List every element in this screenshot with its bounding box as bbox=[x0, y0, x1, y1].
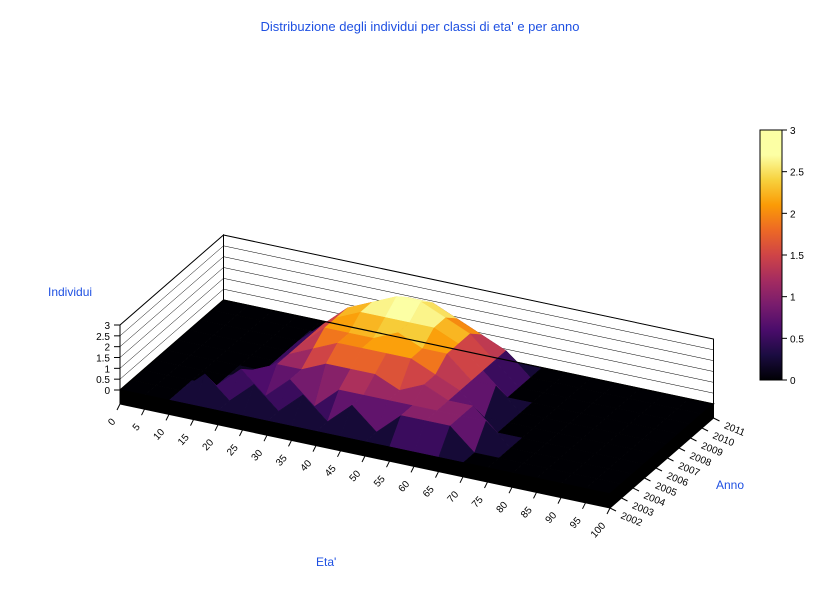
svg-text:2.5: 2.5 bbox=[790, 168, 804, 179]
svg-text:5: 5 bbox=[131, 422, 143, 434]
surface-plot-svg: 00.511.522.53051015202530354045505560657… bbox=[0, 0, 840, 600]
svg-text:2.5: 2.5 bbox=[96, 332, 110, 343]
svg-text:40: 40 bbox=[299, 458, 315, 474]
svg-text:70: 70 bbox=[446, 489, 462, 505]
svg-text:1: 1 bbox=[104, 364, 110, 375]
z-axis-label: Individui bbox=[48, 285, 92, 299]
svg-text:2: 2 bbox=[104, 343, 110, 354]
svg-text:1.5: 1.5 bbox=[96, 354, 110, 365]
svg-text:65: 65 bbox=[421, 484, 437, 500]
svg-text:0.5: 0.5 bbox=[790, 334, 804, 345]
svg-text:45: 45 bbox=[323, 463, 339, 479]
y-axis-label: Anno bbox=[716, 478, 744, 492]
svg-text:85: 85 bbox=[519, 505, 535, 521]
svg-text:95: 95 bbox=[568, 515, 584, 531]
svg-text:100: 100 bbox=[589, 520, 609, 540]
svg-text:80: 80 bbox=[495, 500, 511, 516]
svg-text:25: 25 bbox=[225, 442, 241, 458]
svg-text:30: 30 bbox=[250, 448, 266, 464]
svg-text:75: 75 bbox=[470, 494, 486, 510]
svg-text:3: 3 bbox=[790, 126, 796, 137]
svg-text:0: 0 bbox=[106, 416, 118, 428]
svg-text:60: 60 bbox=[397, 479, 413, 495]
svg-text:15: 15 bbox=[176, 432, 192, 448]
svg-text:3: 3 bbox=[104, 321, 110, 332]
svg-text:10: 10 bbox=[152, 427, 168, 443]
svg-text:2: 2 bbox=[790, 209, 796, 220]
svg-text:1: 1 bbox=[790, 293, 796, 304]
svg-text:90: 90 bbox=[544, 510, 560, 526]
svg-text:50: 50 bbox=[348, 468, 364, 484]
x-axis-label: Eta' bbox=[316, 555, 336, 569]
svg-text:20: 20 bbox=[201, 437, 217, 453]
svg-text:55: 55 bbox=[372, 474, 388, 490]
svg-text:35: 35 bbox=[274, 453, 290, 469]
chart-surface-3d: Distribuzione degli individui per classi… bbox=[0, 0, 840, 600]
svg-text:0: 0 bbox=[790, 376, 796, 387]
svg-text:1.5: 1.5 bbox=[790, 251, 804, 262]
svg-text:0.5: 0.5 bbox=[96, 375, 110, 386]
svg-text:0: 0 bbox=[104, 386, 110, 397]
